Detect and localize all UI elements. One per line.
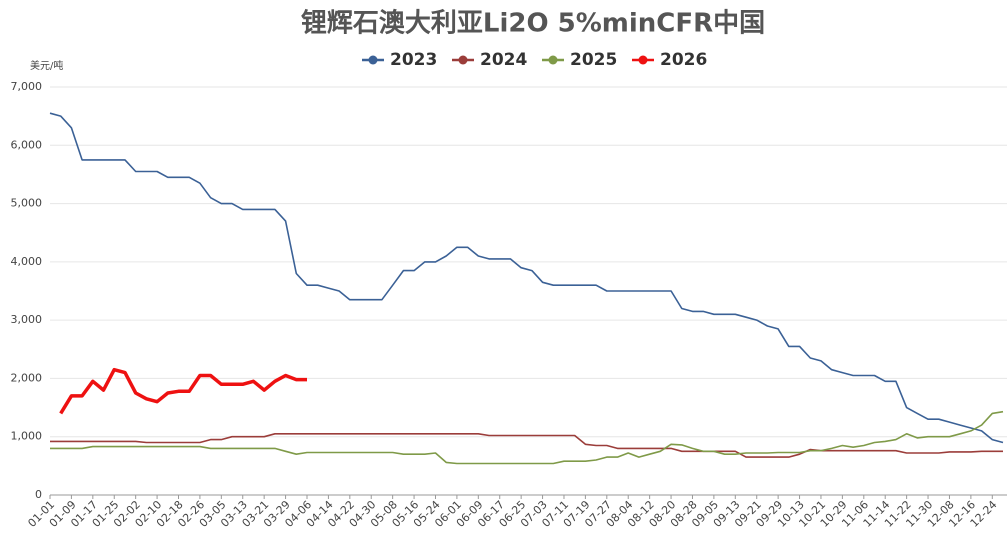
chart-title: 锂辉石澳大利亚Li2O 5%minCFR中国 — [301, 9, 765, 39]
legend-label: 2023 — [390, 50, 437, 70]
series-line — [50, 433, 1003, 458]
legend-label: 2025 — [570, 50, 617, 70]
series-line — [59, 367, 307, 415]
y-tick-label: 0 — [35, 488, 42, 501]
y-tick-label: 4,000 — [11, 255, 43, 268]
y-axis-label: 美元/吨 — [30, 59, 63, 72]
series-line — [50, 410, 1004, 465]
y-tick-label: 1,000 — [11, 430, 43, 443]
y-tick-label: 6,000 — [11, 138, 43, 151]
legend-label: 2026 — [660, 50, 707, 70]
legend-marker — [548, 55, 558, 65]
y-tick-label: 2,000 — [11, 371, 43, 384]
legend-marker — [638, 55, 648, 65]
series-line — [49, 112, 1004, 444]
legend-label: 2024 — [480, 50, 527, 70]
legend-marker — [368, 55, 378, 65]
legend-marker — [458, 55, 468, 65]
y-tick-label: 5,000 — [11, 197, 43, 210]
y-tick-label: 7,000 — [11, 80, 43, 93]
y-tick-label: 3,000 — [11, 313, 43, 326]
